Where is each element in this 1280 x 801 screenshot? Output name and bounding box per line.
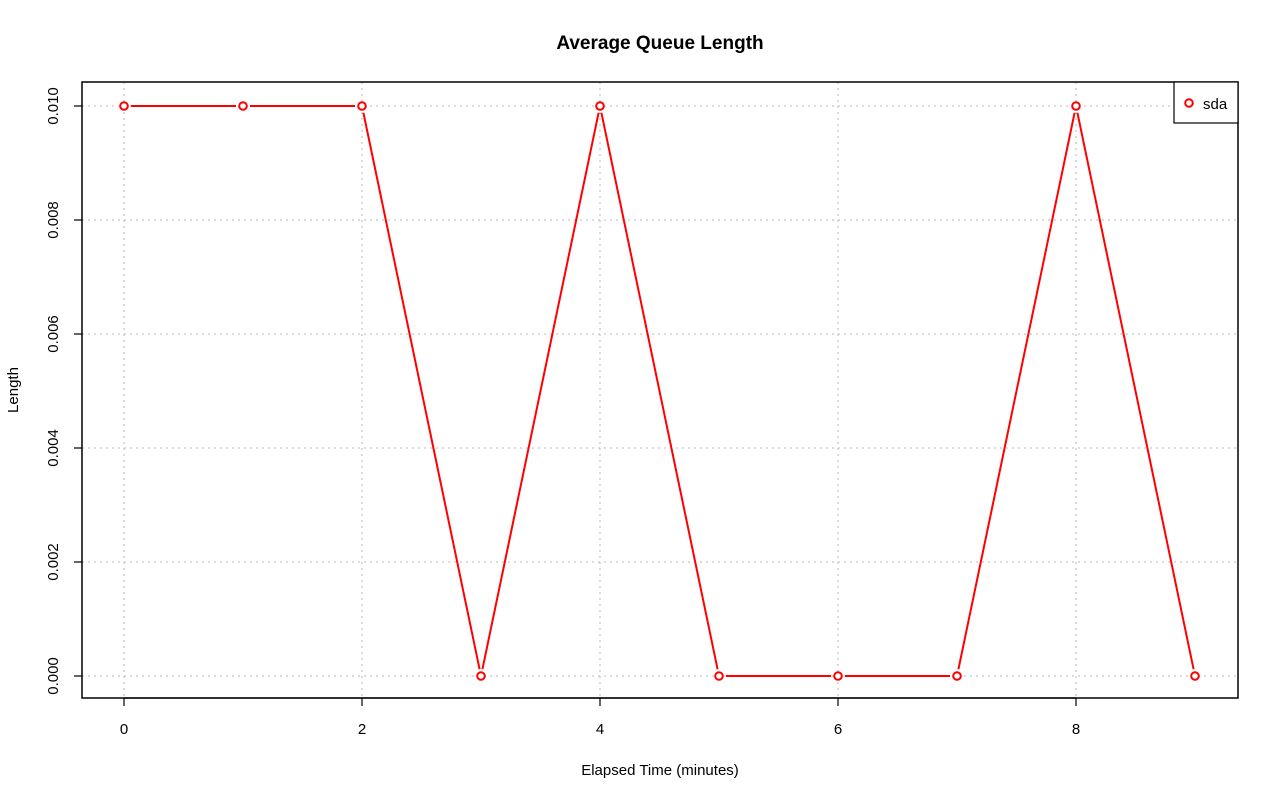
data-point-1: [238, 101, 248, 111]
data-point-8: [1071, 101, 1081, 111]
x-tick-label-3: 6: [834, 721, 842, 738]
x-tick-label-2: 4: [596, 721, 604, 738]
data-point-3: [476, 671, 486, 681]
data-point-5: [714, 671, 724, 681]
x-tick-label-0: 0: [120, 721, 128, 738]
grid: [82, 82, 1238, 698]
y-tick-label-2: 0.004: [45, 429, 62, 467]
y-tick-label-3: 0.006: [45, 315, 62, 353]
chart-title: Average Queue Length: [556, 33, 763, 54]
series-sda-segment-4: [600, 112, 719, 670]
x-tick-label-1: 2: [358, 721, 366, 738]
y-axis: 0.000 0.002 0.004 0.006 0.008 0.010: [45, 87, 82, 695]
data-point-7: [952, 671, 962, 681]
series-layer: [119, 101, 1200, 681]
legend: sda: [1173, 81, 1239, 124]
data-point-9: [1190, 671, 1200, 681]
data-point-2: [357, 101, 367, 111]
series-sda-segment-2: [362, 112, 481, 670]
series-sda-segment-7: [957, 112, 1076, 670]
x-axis-label: Elapsed Time (minutes): [581, 762, 739, 779]
series-sda-segment-8: [1076, 112, 1195, 670]
x-tick-label-4: 8: [1072, 721, 1080, 738]
series-sda-segment-3: [481, 112, 600, 670]
legend-marker-sda: [1184, 98, 1194, 108]
data-point-0: [119, 101, 129, 111]
y-tick-label-0: 0.000: [45, 657, 62, 695]
y-axis-label: Length: [5, 367, 22, 413]
y-tick-label-5: 0.010: [45, 87, 62, 125]
legend-label-sda: sda: [1203, 96, 1228, 113]
data-point-6: [833, 671, 843, 681]
y-tick-label-4: 0.008: [45, 201, 62, 239]
data-point-4: [595, 101, 605, 111]
x-axis: 0 2 4 6 8: [120, 697, 1080, 738]
y-tick-label-1: 0.002: [45, 543, 62, 581]
series-sda: [119, 101, 1200, 681]
